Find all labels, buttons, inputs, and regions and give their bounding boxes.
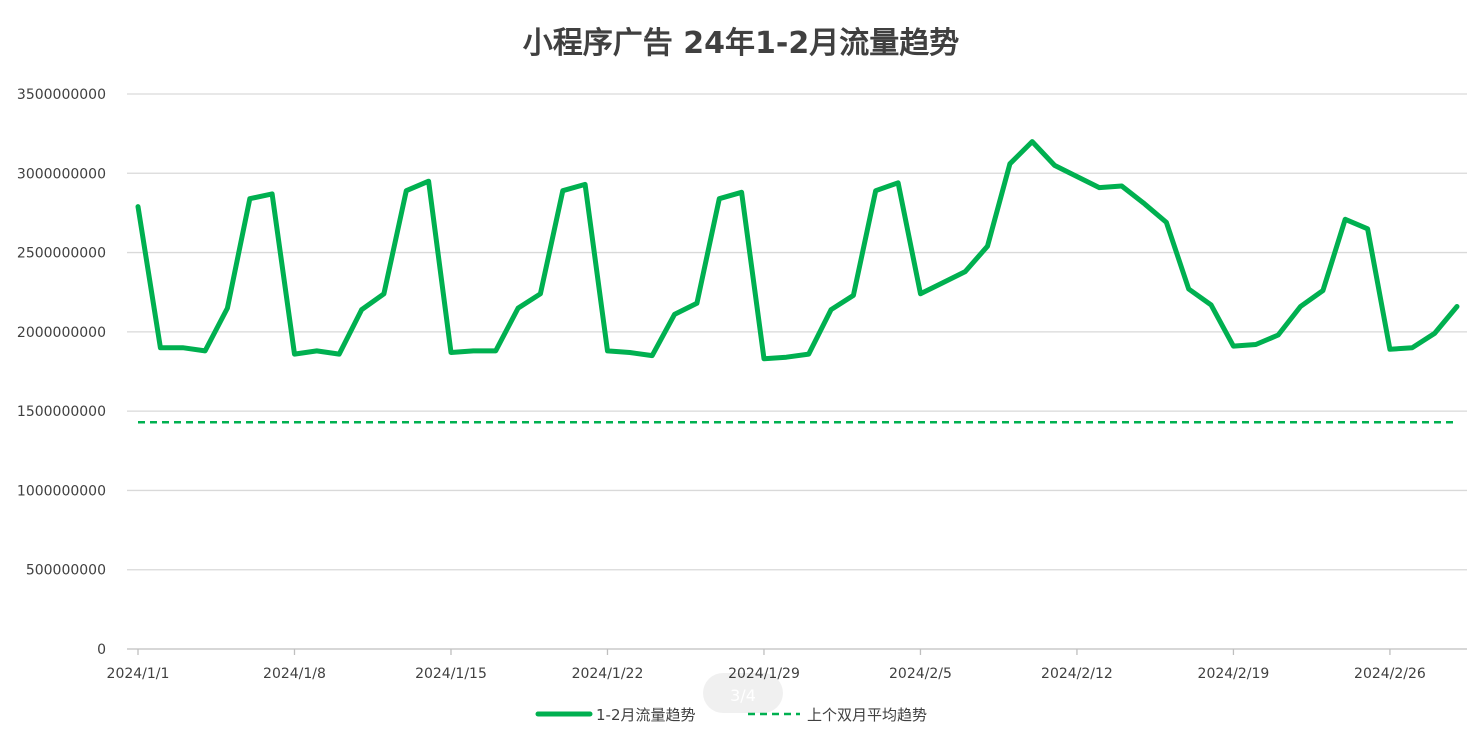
x-tick-label: 2024/2/26 bbox=[1354, 666, 1426, 682]
gridlines bbox=[127, 93, 1467, 571]
x-tick-label: 2024/2/5 bbox=[889, 666, 952, 682]
page-indicator-pill[interactable] bbox=[703, 673, 783, 713]
legend-label: 上个双月平均趋势 bbox=[807, 706, 927, 724]
x-tick-label: 2024/1/29 bbox=[728, 666, 800, 682]
legend-label: 1-2月流量趋势 bbox=[596, 706, 696, 724]
page-indicator[interactable]: 3/4 bbox=[703, 673, 783, 713]
x-tick-label: 2024/1/15 bbox=[415, 666, 487, 682]
y-tick-label: 2000000000 bbox=[17, 325, 106, 341]
x-tick-label: 2024/2/12 bbox=[1041, 666, 1113, 682]
x-tick-label: 2024/1/22 bbox=[572, 666, 644, 682]
series-lines bbox=[135, 139, 1460, 424]
y-tick-label: 3500000000 bbox=[17, 87, 106, 103]
y-tick-label: 3000000000 bbox=[17, 166, 106, 182]
y-tick-label: 0 bbox=[97, 642, 106, 658]
x-tick-label: 2024/1/1 bbox=[107, 666, 170, 682]
x-tick-labels: 2024/1/1 2024/1/8 2024/1/15 2024/1/22 2024/1… bbox=[107, 666, 1426, 682]
y-tick-label: 1000000000 bbox=[17, 483, 106, 499]
y-tick-labels: 0 500000000 1000000000 1500000000 2000000000… bbox=[17, 87, 106, 658]
x-tick-label: 2024/1/8 bbox=[263, 666, 326, 682]
legend: 1-2月流量趋势 上个双月平均趋势 bbox=[535, 706, 927, 724]
y-tick-label: 500000000 bbox=[26, 563, 106, 579]
x-tick-label: 2024/2/19 bbox=[1198, 666, 1270, 682]
axes bbox=[127, 648, 1467, 655]
series-line-traffic bbox=[135, 139, 1460, 362]
chart-title: 小程序广告 24年1-2月流量趋势 bbox=[523, 26, 959, 61]
y-tick-label: 2500000000 bbox=[17, 246, 106, 262]
y-tick-label: 1500000000 bbox=[17, 404, 106, 420]
page-indicator-text: 3/4 bbox=[730, 686, 756, 705]
